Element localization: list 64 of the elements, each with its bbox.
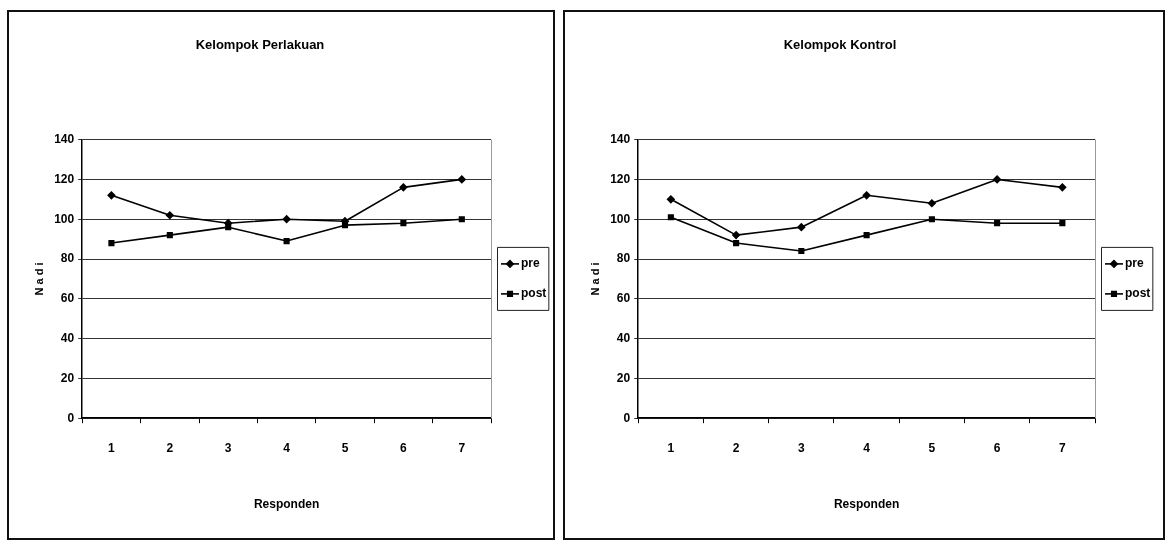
y-axis-title: N a d i xyxy=(32,262,45,296)
x-tick-label: 4 xyxy=(283,440,291,455)
legend-label: post xyxy=(1125,286,1151,301)
point xyxy=(733,240,740,247)
point xyxy=(400,220,407,227)
point xyxy=(282,215,291,224)
point xyxy=(458,216,465,223)
point xyxy=(927,199,936,208)
point xyxy=(399,183,408,192)
point xyxy=(732,231,741,240)
point xyxy=(165,211,174,220)
chart-title: Kelompok Perlakuan xyxy=(195,37,325,53)
x-tick-label: 1 xyxy=(108,440,116,455)
y-tick-label: 80 xyxy=(616,251,631,266)
legend-label: post xyxy=(521,286,547,301)
point xyxy=(1059,220,1066,227)
point xyxy=(863,232,870,239)
y-tick-label: 0 xyxy=(623,410,631,425)
y-axis-title: N a d i xyxy=(588,262,601,296)
x-tick-label: 1 xyxy=(667,440,675,455)
x-tick-label: 6 xyxy=(993,440,1001,455)
point xyxy=(1058,183,1067,192)
y-tick-label: 120 xyxy=(54,171,75,186)
legend-label: pre xyxy=(521,256,540,271)
x-tick-label: 6 xyxy=(400,440,408,455)
x-tick-label: 5 xyxy=(928,440,936,455)
y-tick-label: 60 xyxy=(616,291,631,306)
x-axis-title: Responden xyxy=(253,497,320,512)
x-tick-label: 3 xyxy=(224,440,232,455)
point xyxy=(666,195,675,204)
point xyxy=(457,175,466,184)
x-tick-label: 2 xyxy=(732,440,740,455)
x-tick-label: 4 xyxy=(863,440,871,455)
y-tick-label: 140 xyxy=(54,131,75,146)
y-tick-label: 100 xyxy=(54,211,75,226)
y-tick-label: 20 xyxy=(60,370,75,385)
point xyxy=(862,191,871,200)
point xyxy=(928,216,935,223)
y-tick-label: 0 xyxy=(67,410,75,425)
y-tick-label: 120 xyxy=(610,171,631,186)
y-tick-label: 80 xyxy=(60,251,75,266)
y-tick-label: 60 xyxy=(60,291,75,306)
point xyxy=(993,175,1002,184)
point xyxy=(667,214,674,221)
point xyxy=(798,247,805,255)
y-tick-label: 100 xyxy=(610,211,631,226)
x-axis-title: Responden xyxy=(833,497,900,512)
point xyxy=(283,238,290,245)
legend-label: pre xyxy=(1125,256,1144,271)
x-tick-label: 5 xyxy=(341,440,349,455)
x-tick-label: 7 xyxy=(458,440,466,455)
y-tick-label: 40 xyxy=(616,330,631,345)
point xyxy=(166,232,173,239)
point xyxy=(994,220,1001,227)
point xyxy=(107,191,116,200)
x-tick-label: 7 xyxy=(1059,440,1067,455)
chart-title: Kelompok Kontrol xyxy=(783,37,897,53)
x-tick-label: 3 xyxy=(798,440,806,455)
point xyxy=(797,223,806,232)
y-tick-label: 140 xyxy=(610,131,631,146)
x-tick-label: 2 xyxy=(166,440,174,455)
point xyxy=(108,240,115,247)
y-tick-label: 40 xyxy=(60,330,75,345)
y-tick-label: 20 xyxy=(616,370,631,385)
